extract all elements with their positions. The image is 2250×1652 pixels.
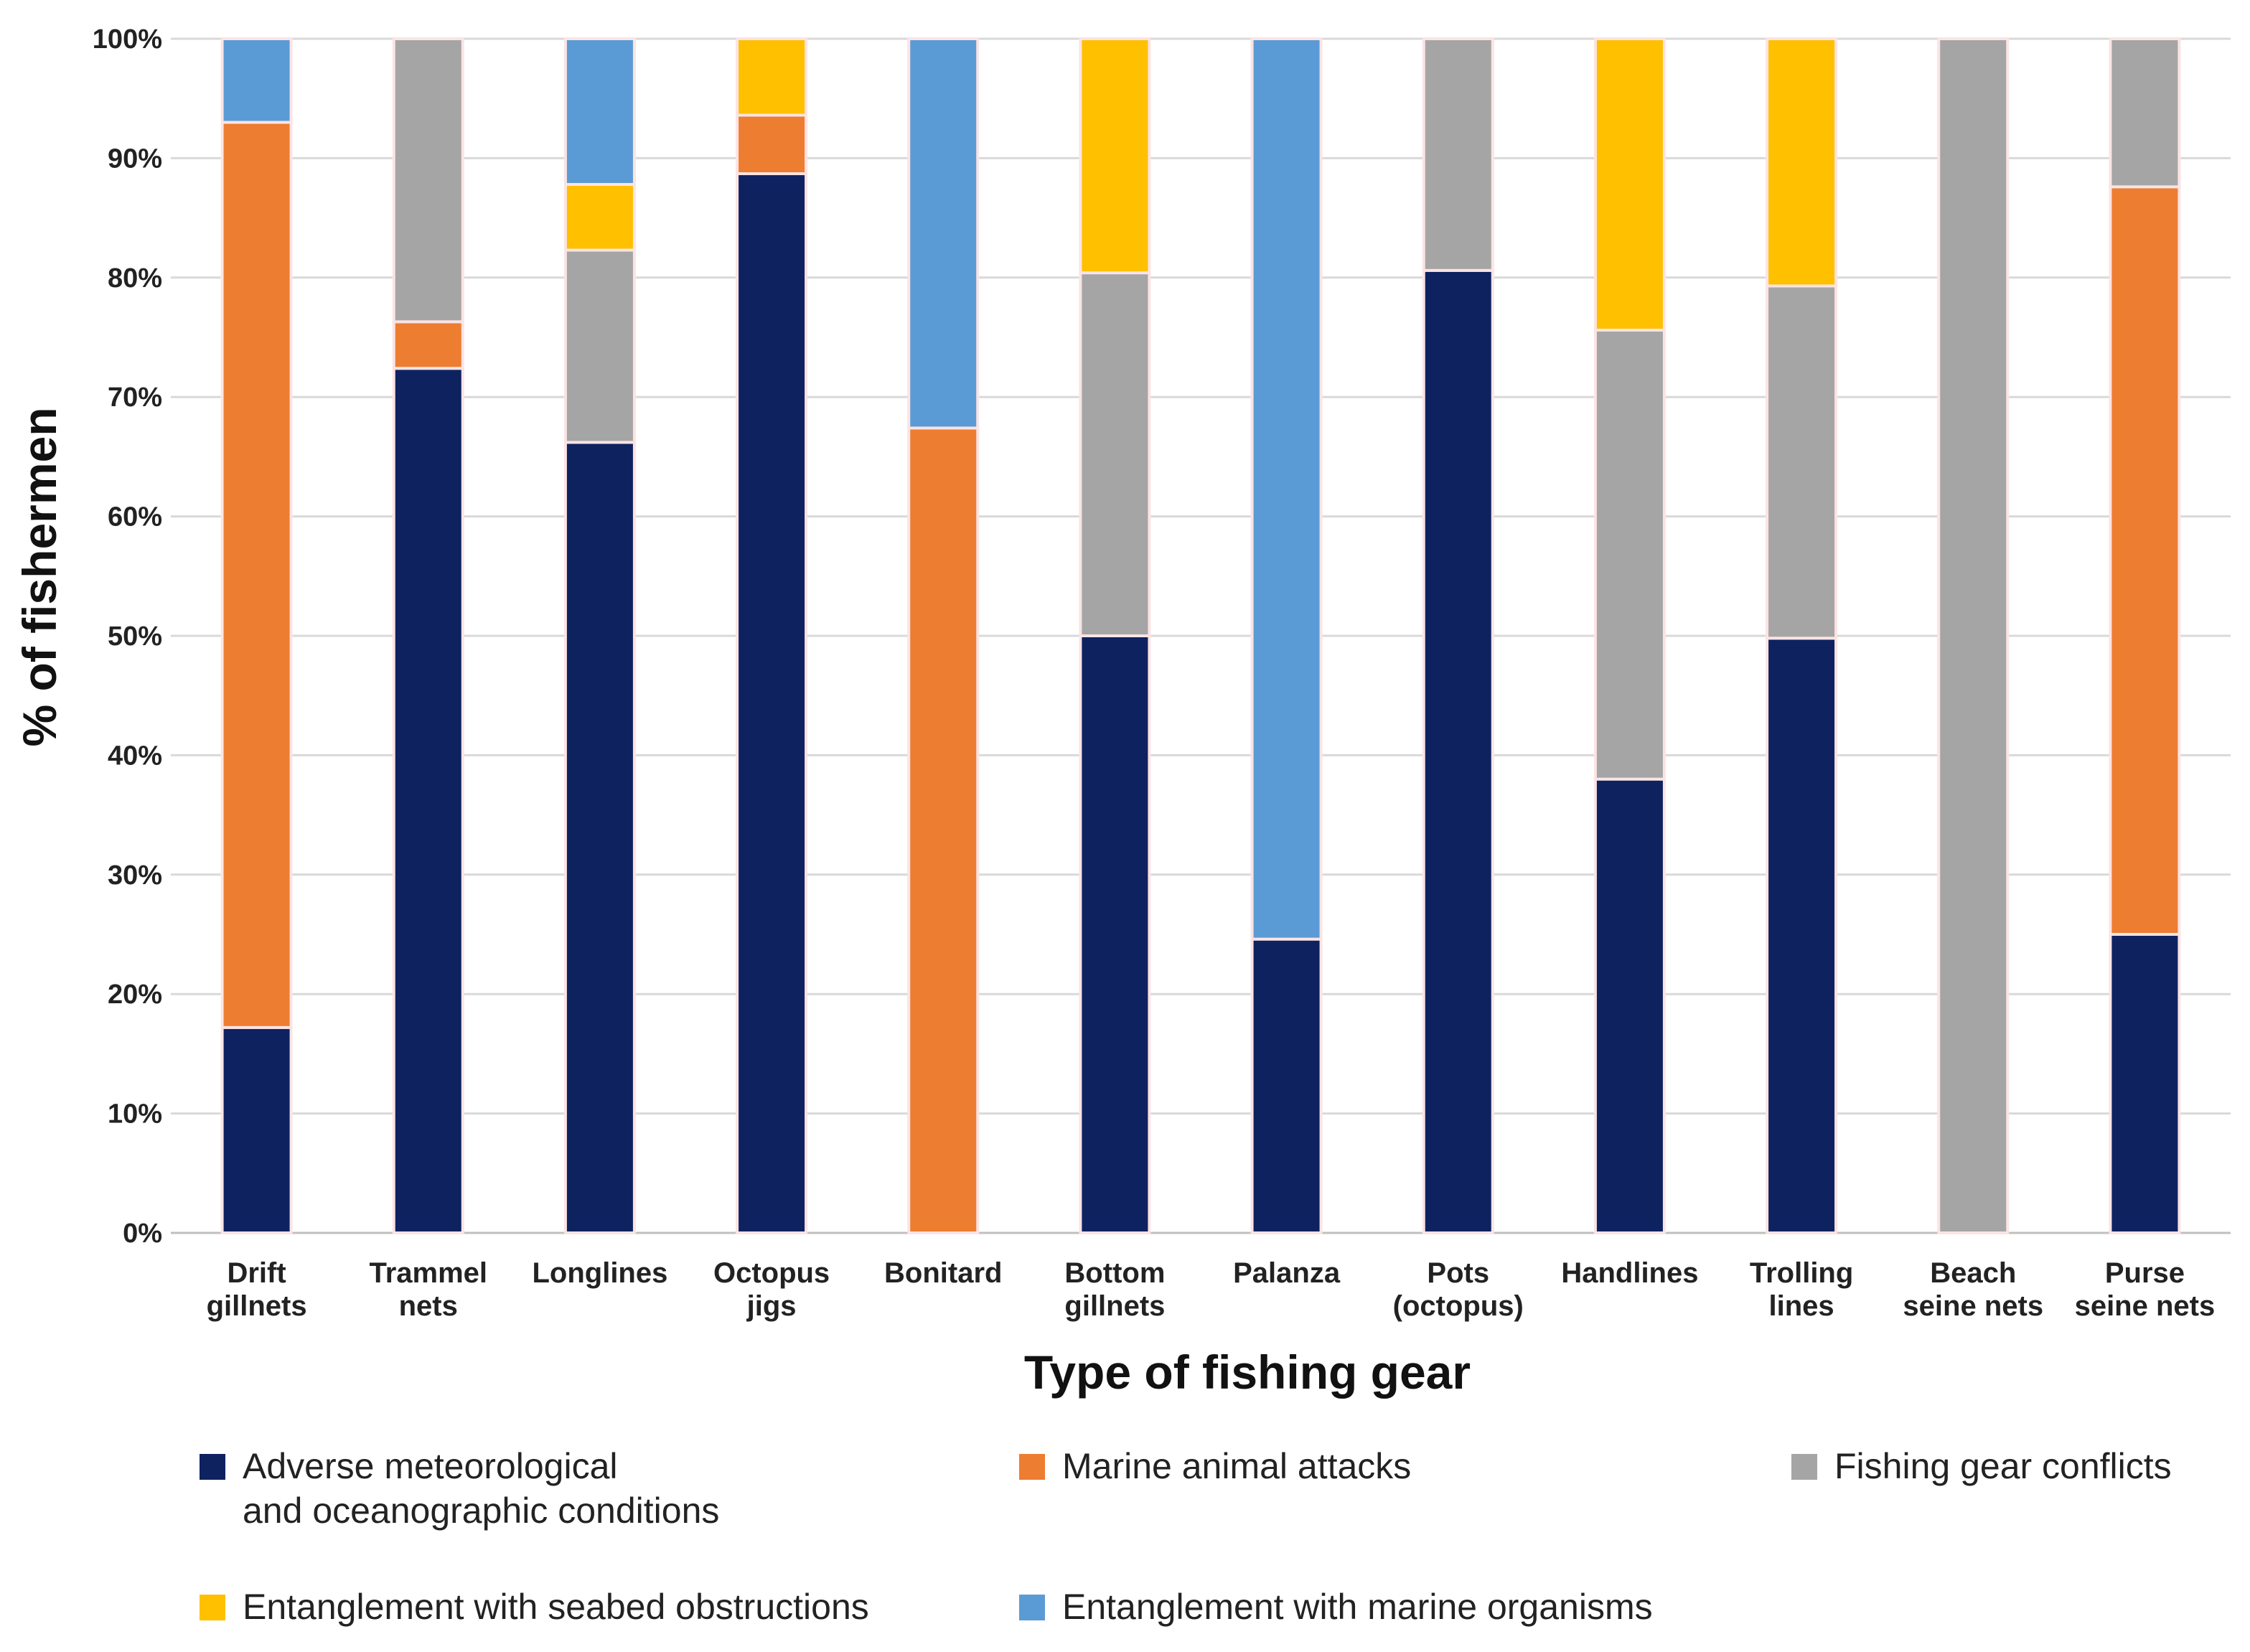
legend-item-adverse-conditions: Adverse meteorological and oceanographic… <box>200 1444 719 1533</box>
x-category-label: Pots (octopus) <box>1393 1257 1524 1322</box>
legend-label: Entanglement with seabed obstructions <box>243 1587 869 1627</box>
bar-segment <box>563 37 636 187</box>
y-tick-label: 80% <box>108 263 162 294</box>
legend-label: Fishing gear conflicts <box>1834 1446 2172 1486</box>
x-category-label: Octopus jigs <box>713 1257 830 1322</box>
x-category-label: Trolling lines <box>1750 1257 1853 1322</box>
legend-swatch-navy <box>200 1454 225 1480</box>
bar-segment <box>2109 37 2181 189</box>
bar-segment <box>563 441 636 1234</box>
bars <box>220 37 2181 1235</box>
y-tick-label: 50% <box>108 621 162 652</box>
legend-swatch-orange <box>1019 1454 1045 1480</box>
bar-segment <box>1766 284 1838 640</box>
y-tick-label: 90% <box>108 144 162 174</box>
y-tick-label: 20% <box>108 980 162 1010</box>
bar-segment <box>1250 37 1323 941</box>
bar-segment <box>907 37 980 430</box>
bar-segment <box>220 121 293 1029</box>
y-tick-label: 10% <box>108 1099 162 1130</box>
bar-segment <box>736 113 808 176</box>
legend-swatch-blue <box>1019 1595 1045 1620</box>
bar-segment <box>1250 937 1323 1234</box>
bar-segment <box>736 37 808 117</box>
x-category-label: Bonitard <box>884 1257 1002 1289</box>
legend-item-marine-organisms: Entanglement with marine organisms <box>1019 1585 1653 1629</box>
x-axis-category-labels: Drift gillnets Trammel nets Longlines Octopus… <box>207 1257 2216 1322</box>
x-category-label: Palanza <box>1233 1257 1341 1289</box>
legend-swatch-gray <box>1791 1454 1817 1480</box>
x-category-label: Purse seine nets <box>2075 1257 2216 1322</box>
x-category-label: Trammel nets <box>369 1257 487 1322</box>
legend-item-marine-animal-attacks: Marine animal attacks <box>1019 1444 1411 1488</box>
y-tick-label: 60% <box>108 502 162 532</box>
bar-segment <box>1593 37 1666 332</box>
bar-segment <box>220 37 293 124</box>
legend-label: Entanglement with marine organisms <box>1062 1587 1653 1627</box>
bar-segment <box>1593 329 1666 781</box>
x-category-label: Handlines <box>1561 1257 1698 1289</box>
legend: Adverse meteorological and oceanographic… <box>0 1428 2250 1652</box>
bar-segment <box>1766 37 1838 288</box>
bar-segment <box>1593 777 1666 1235</box>
legend-label: Adverse meteorological and oceanographic… <box>243 1446 720 1531</box>
bar-segment <box>2109 933 2181 1234</box>
y-axis-title: % of fishermen <box>13 407 66 746</box>
legend-swatch-yellow <box>200 1595 225 1620</box>
x-category-label: Beach seine nets <box>1903 1257 2043 1322</box>
legend-label: Marine animal attacks <box>1062 1446 1412 1486</box>
x-category-label: Bottom gillnets <box>1064 1257 1165 1322</box>
bar-segment <box>907 426 980 1234</box>
bar-segment <box>1766 637 1838 1234</box>
bar-segment <box>1079 634 1151 1234</box>
x-category-label: Drift gillnets <box>207 1257 307 1322</box>
bar-segment <box>563 183 636 252</box>
x-axis-title: Type of fishing gear <box>1024 1346 1471 1399</box>
bar-segment <box>392 320 464 370</box>
bar-segment <box>736 172 808 1235</box>
bar-segment <box>392 367 464 1234</box>
bar-segment <box>220 1026 293 1234</box>
bar-segment <box>392 37 464 324</box>
y-tick-label: 40% <box>108 741 162 771</box>
bar-segment <box>1422 268 1494 1234</box>
gridlines <box>171 37 2231 1234</box>
y-axis-ticks: 0% 10% 20% 30% 40% 50% 60% 70% 80% 90% 100% <box>93 24 162 1249</box>
bar-segment <box>1937 37 2010 1234</box>
x-category-label: Longlines <box>532 1257 667 1289</box>
y-tick-label: 30% <box>108 860 162 891</box>
y-tick-label: 70% <box>108 383 162 413</box>
legend-item-fishing-gear-conflicts: Fishing gear conflicts <box>1791 1444 2172 1488</box>
bar-segment <box>1079 271 1151 637</box>
bar-segment <box>2109 185 2181 936</box>
y-tick-label: 100% <box>93 24 162 55</box>
bar-segment <box>563 248 636 444</box>
stacked-bar-chart: 0% 10% 20% 30% 40% 50% 60% 70% 80% 90% 100% Drift g… <box>13 24 2231 1399</box>
bar-segment <box>1422 37 1494 272</box>
bar-segment <box>1079 37 1151 275</box>
y-tick-label: 0% <box>123 1219 162 1249</box>
legend-item-seabed-obstructions: Entanglement with seabed obstructions <box>200 1585 869 1629</box>
